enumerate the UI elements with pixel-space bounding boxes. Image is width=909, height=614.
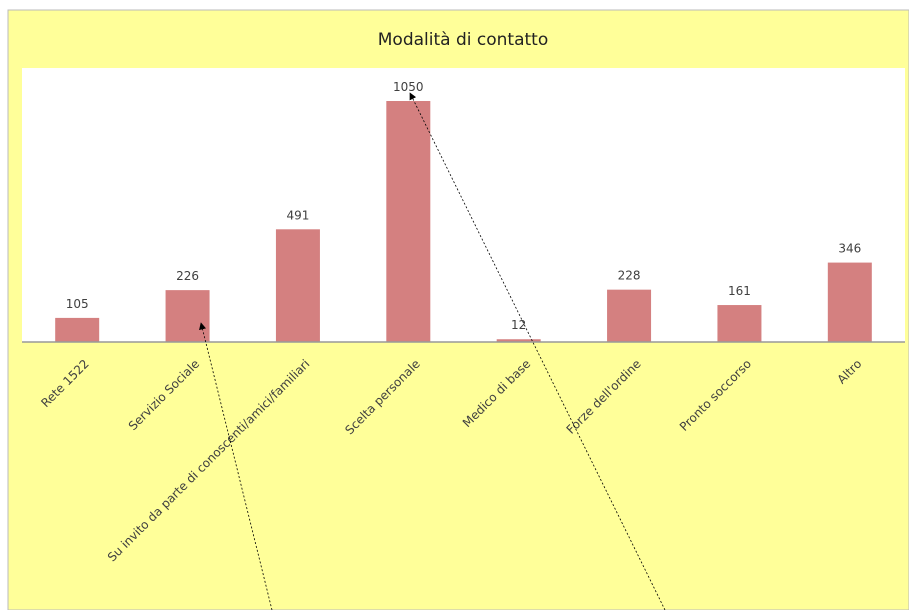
- chart-title: Modalità di contatto: [378, 30, 548, 50]
- bar: [496, 339, 541, 342]
- value-label: 228: [618, 269, 641, 283]
- value-label: 1050: [393, 80, 424, 94]
- value-label: 491: [286, 208, 309, 222]
- plot-area: [22, 68, 905, 342]
- value-label: 346: [838, 242, 861, 256]
- arrow: [409, 92, 666, 611]
- bar: [55, 317, 100, 342]
- arrow: [199, 322, 273, 611]
- bar: [275, 229, 320, 342]
- bar: [717, 305, 762, 342]
- bar: [607, 289, 652, 342]
- bar: [827, 262, 872, 342]
- bar: [386, 101, 431, 342]
- value-label: 12: [511, 318, 526, 332]
- bar: [165, 290, 210, 342]
- value-label: 105: [66, 297, 89, 311]
- value-label: 161: [728, 284, 751, 298]
- value-label: 226: [176, 269, 199, 283]
